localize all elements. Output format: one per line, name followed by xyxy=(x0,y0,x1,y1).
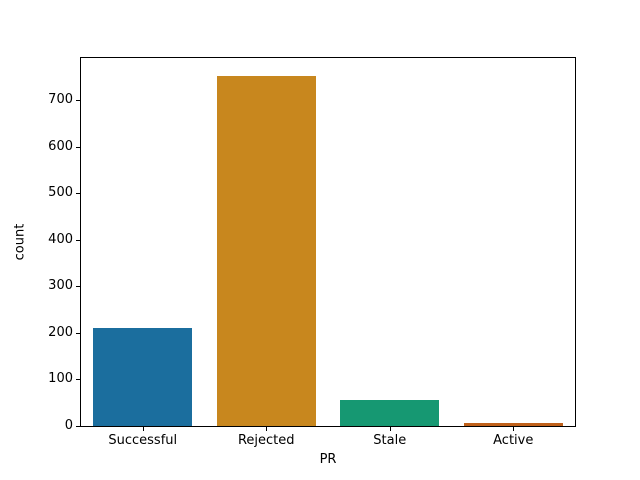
x-tick-label-rejected: Rejected xyxy=(237,433,295,448)
y-tick-label-700: 700 xyxy=(48,91,73,107)
x-tick-mark xyxy=(389,427,391,431)
y-tick-label-400: 400 xyxy=(48,231,73,247)
y-axis-label: count xyxy=(12,223,28,261)
y-tick-label-500: 500 xyxy=(48,185,73,201)
x-tick-label-active: Active xyxy=(493,433,534,448)
bar-rejected xyxy=(216,75,316,426)
y-tick-label-600: 600 xyxy=(48,138,73,154)
y-tick-mark xyxy=(76,193,80,195)
bar-active xyxy=(463,422,563,426)
y-tick-label-300: 300 xyxy=(48,278,73,294)
bar-successful xyxy=(93,327,193,426)
y-tick-label-100: 100 xyxy=(48,371,73,387)
y-tick-mark xyxy=(76,286,80,288)
x-axis-label: PR xyxy=(319,452,337,467)
y-tick-mark xyxy=(76,379,80,381)
bar-stale xyxy=(340,400,440,426)
x-tick-label-stale: Stale xyxy=(373,433,407,448)
x-tick-mark xyxy=(513,427,515,431)
y-tick-mark xyxy=(76,99,80,101)
y-tick-mark xyxy=(76,332,80,334)
x-tick-mark xyxy=(266,427,268,431)
x-tick-label-successful: Successful xyxy=(108,433,178,448)
x-tick-mark xyxy=(142,427,144,431)
axes xyxy=(80,57,576,427)
y-tick-mark xyxy=(76,146,80,148)
y-tick-label-0: 0 xyxy=(64,418,73,433)
y-tick-label-200: 200 xyxy=(48,324,73,340)
y-tick-mark xyxy=(76,239,80,241)
y-tick-mark xyxy=(76,426,80,427)
